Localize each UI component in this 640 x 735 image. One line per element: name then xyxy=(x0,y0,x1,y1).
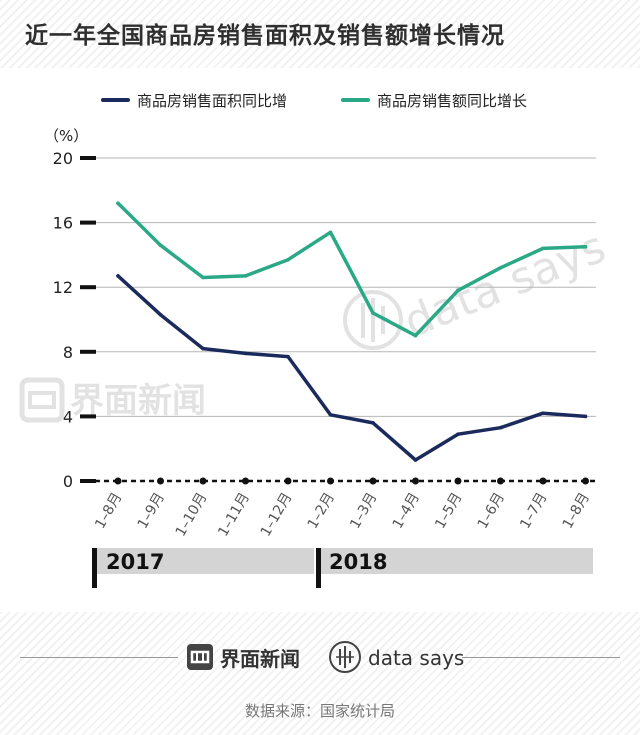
area-point xyxy=(541,411,545,415)
x-tick-label: 1–7月 xyxy=(517,490,550,532)
year-divider-2017 xyxy=(92,548,97,588)
header-band xyxy=(0,0,640,68)
year-block-2018 xyxy=(318,548,593,574)
y-tick-label: 20 xyxy=(53,149,73,168)
x-tick-dot xyxy=(157,477,164,485)
x-tick-dot xyxy=(284,477,292,485)
datasays-logo-icon xyxy=(329,641,361,673)
sales-point xyxy=(583,245,588,249)
source-note: 数据来源：国家统计局 xyxy=(244,702,395,720)
series-layer xyxy=(116,201,588,462)
year-divider-2018 xyxy=(316,548,321,588)
chart-title: 近一年全国商品房销售面积及销售额增长情况 xyxy=(25,23,505,49)
area-point xyxy=(158,312,163,317)
x-tick-label: 1–4月 xyxy=(390,490,423,532)
x-tick-label: 1–3月 xyxy=(347,490,380,532)
sales-point xyxy=(498,266,503,270)
x-tick-label: 1–11月 xyxy=(215,490,253,539)
x-axis-layer: 1–8月 1–9月 1–10月 1–11月 1–12月 1–2月 1–3月 1–4月 1–5月 1… xyxy=(92,477,596,539)
watermark-jiemian: 界面新闻 xyxy=(19,377,206,423)
area-point xyxy=(371,421,375,425)
y-tick-layer: 0 4 8 12 16 20 xyxy=(53,149,96,491)
sales-point xyxy=(243,274,248,278)
x-tick-dot xyxy=(199,477,207,485)
watermark-datasays: data says xyxy=(343,222,613,350)
year-label-2017: 2017 xyxy=(106,550,165,574)
area-point xyxy=(413,458,418,462)
x-tick-dot xyxy=(114,477,122,485)
area-point xyxy=(116,274,120,278)
x-tick-label: 1–6月 xyxy=(475,490,508,532)
area-point xyxy=(498,425,503,430)
watermark-jiemian-text: 界面新闻 xyxy=(70,381,206,421)
watermark-datasays-text: data says xyxy=(397,222,613,349)
y-tick-label: 0 xyxy=(63,472,73,491)
series-line-area xyxy=(116,274,588,462)
x-tick-dot xyxy=(582,477,589,485)
footer-band xyxy=(0,612,640,735)
line-chart: 界面新闻 data says 商品房销售面积同比增 商品房销售额同比增长 （%）… xyxy=(19,92,613,539)
x-tick-dot xyxy=(242,477,249,485)
y-tick-label: 16 xyxy=(53,214,73,233)
x-tick-label: 1–8月 xyxy=(92,490,125,532)
legend: 商品房销售面积同比增 商品房销售额同比增长 xyxy=(101,92,527,110)
area-point xyxy=(243,351,248,356)
x-tick-label: 1–2月 xyxy=(305,490,338,532)
sales-point xyxy=(286,257,290,262)
x-tick-label: 1–5月 xyxy=(432,490,465,532)
x-tick-label: 1–9月 xyxy=(135,490,168,532)
x-tick-dot xyxy=(497,477,504,485)
x-tick-label: 1–8月 xyxy=(560,490,593,532)
grid-layer xyxy=(95,157,596,417)
datasays-brand: data says xyxy=(368,646,465,670)
x-tick-dot xyxy=(539,477,547,485)
area-point xyxy=(286,354,290,359)
sales-point xyxy=(328,230,333,235)
area-point xyxy=(201,346,205,351)
y-tick-label: 8 xyxy=(63,343,73,362)
x-tick-dot xyxy=(454,477,462,485)
legend-label-sales: 商品房销售额同比增长 xyxy=(377,92,527,110)
sales-point xyxy=(116,201,120,206)
sales-point xyxy=(541,246,545,251)
x-tick-dot xyxy=(327,477,334,485)
jiemian-brand: 界面新闻 xyxy=(220,647,300,671)
footer-divider-right xyxy=(462,657,620,658)
sales-point xyxy=(413,333,418,338)
y-tick-label: 12 xyxy=(53,278,73,297)
x-tick-dot xyxy=(369,477,377,485)
jiemian-logo-icon xyxy=(187,644,213,670)
area-point xyxy=(583,414,588,419)
y-axis-unit: （%） xyxy=(44,127,88,145)
sales-point xyxy=(158,243,163,248)
y-tick-label: 4 xyxy=(63,407,73,426)
area-point xyxy=(456,432,460,436)
sales-point xyxy=(371,311,375,315)
footer-divider-left xyxy=(20,657,178,658)
area-point xyxy=(328,412,333,417)
sales-point xyxy=(201,275,205,280)
series-line-sales xyxy=(116,201,588,338)
x-tick-dot xyxy=(412,477,419,485)
legend-label-area: 商品房销售面积同比增 xyxy=(137,92,287,110)
x-tick-label: 1–12月 xyxy=(258,490,296,539)
x-tick-label: 1–10月 xyxy=(173,490,211,539)
year-label-2018: 2018 xyxy=(329,550,388,574)
year-block-2017 xyxy=(94,548,314,574)
sales-point xyxy=(456,288,460,293)
